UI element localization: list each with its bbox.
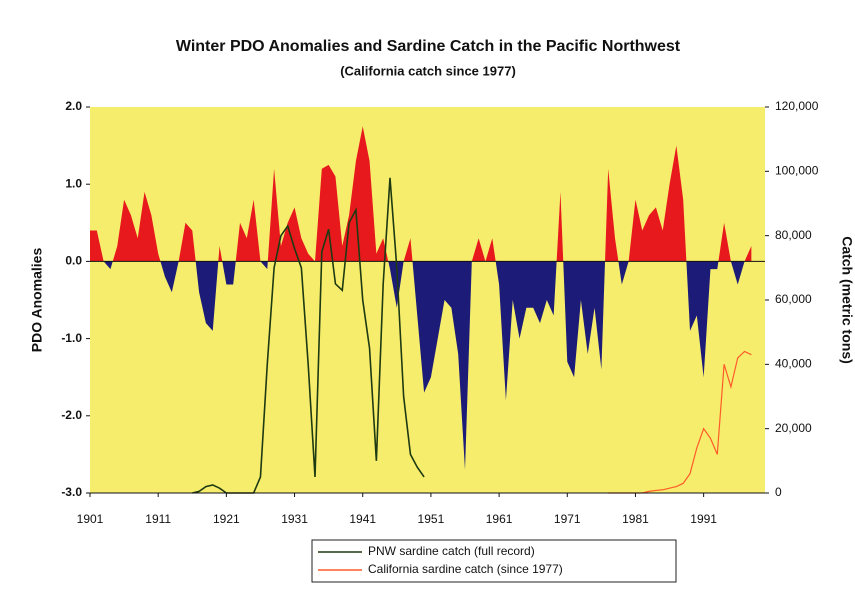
x-tick-label: 1921 bbox=[213, 512, 240, 526]
y2-tick-label: 40,000 bbox=[775, 357, 812, 371]
y-axis-label: PDO Anomalies bbox=[29, 248, 45, 353]
y-tick-label: -1.0 bbox=[61, 331, 82, 345]
x-tick-label: 1951 bbox=[418, 512, 445, 526]
x-tick-label: 1981 bbox=[622, 512, 649, 526]
legend-label: PNW sardine catch (full record) bbox=[368, 544, 535, 558]
y2-tick-label: 120,000 bbox=[775, 99, 819, 113]
chart-subtitle: (California catch since 1977) bbox=[340, 63, 516, 78]
x-tick-label: 1991 bbox=[690, 512, 717, 526]
y2-axis-label: Catch (metric tons) bbox=[839, 236, 855, 364]
legend-label: California sardine catch (since 1977) bbox=[368, 562, 563, 576]
y-tick-label: -3.0 bbox=[61, 485, 82, 499]
x-tick-label: 1911 bbox=[145, 512, 171, 526]
y-tick-label: -2.0 bbox=[61, 408, 82, 422]
y2-tick-label: 60,000 bbox=[775, 292, 812, 306]
x-tick-label: 1901 bbox=[77, 512, 104, 526]
x-tick-label: 1971 bbox=[554, 512, 581, 526]
x-tick-label: 1941 bbox=[349, 512, 376, 526]
y-tick-label: 2.0 bbox=[65, 99, 82, 113]
y2-tick-label: 80,000 bbox=[775, 228, 812, 242]
y-tick-label: 0.0 bbox=[65, 254, 82, 268]
y2-tick-label: 100,000 bbox=[775, 164, 819, 178]
x-tick-label: 1931 bbox=[281, 512, 308, 526]
y2-tick-label: 20,000 bbox=[775, 421, 812, 435]
legend-box bbox=[311, 539, 677, 583]
x-tick-label: 1961 bbox=[486, 512, 513, 526]
y2-tick-label: 0 bbox=[775, 485, 782, 499]
y-tick-label: 1.0 bbox=[65, 176, 82, 190]
chart-title: Winter PDO Anomalies and Sardine Catch i… bbox=[176, 38, 681, 55]
pdo-area bbox=[90, 126, 752, 470]
